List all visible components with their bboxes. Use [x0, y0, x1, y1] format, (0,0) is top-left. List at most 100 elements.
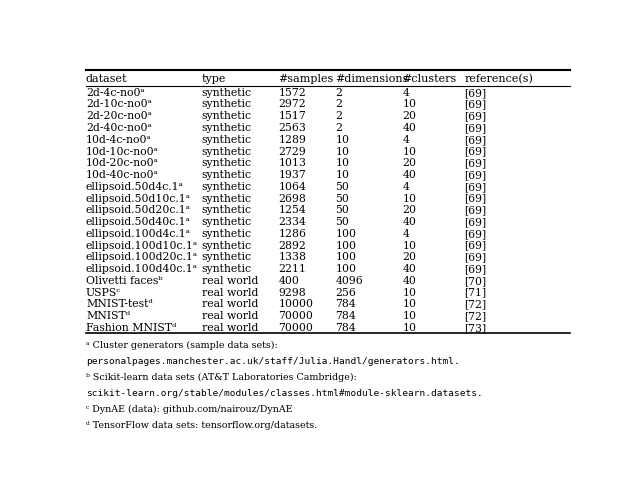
- Text: 2d-20c-no0ᵃ: 2d-20c-no0ᵃ: [86, 111, 152, 121]
- Text: 4: 4: [403, 228, 409, 239]
- Text: 10d-40c-no0ᵃ: 10d-40c-no0ᵃ: [86, 170, 159, 180]
- Text: ᵇ Scikit-learn data sets (AT&T Laboratories Cambridge):: ᵇ Scikit-learn data sets (AT&T Laborator…: [86, 372, 357, 381]
- Text: ellipsoid.100d10c.1ᵃ: ellipsoid.100d10c.1ᵃ: [86, 240, 198, 250]
- Text: [69]: [69]: [465, 252, 486, 262]
- Text: synthetic: synthetic: [202, 158, 252, 168]
- Text: synthetic: synthetic: [202, 123, 252, 133]
- Text: ellipsoid.100d4c.1ᵃ: ellipsoid.100d4c.1ᵃ: [86, 228, 191, 239]
- Text: [69]: [69]: [465, 181, 486, 192]
- Text: 784: 784: [335, 299, 356, 309]
- Text: [69]: [69]: [465, 240, 486, 250]
- Text: 10d-10c-no0ᵃ: 10d-10c-no0ᵃ: [86, 146, 159, 156]
- Text: [69]: [69]: [465, 216, 486, 227]
- Text: real world: real world: [202, 311, 258, 321]
- Text: 1289: 1289: [278, 134, 307, 144]
- Text: 50: 50: [335, 205, 349, 215]
- Text: synthetic: synthetic: [202, 216, 252, 227]
- Text: [71]: [71]: [465, 287, 486, 297]
- Text: 100: 100: [335, 252, 356, 262]
- Text: 40: 40: [403, 276, 416, 285]
- Text: 20: 20: [403, 111, 417, 121]
- Text: [70]: [70]: [465, 276, 486, 285]
- Text: 10: 10: [335, 158, 349, 168]
- Text: 10: 10: [403, 146, 417, 156]
- Text: ellipsoid.50d10c.1ᵃ: ellipsoid.50d10c.1ᵃ: [86, 193, 191, 203]
- Text: #clusters: #clusters: [403, 74, 457, 84]
- Text: [69]: [69]: [465, 123, 486, 133]
- Text: 2d-40c-no0ᵃ: 2d-40c-no0ᵃ: [86, 123, 152, 133]
- Text: ellipsoid.50d20c.1ᵃ: ellipsoid.50d20c.1ᵃ: [86, 205, 191, 215]
- Text: 100: 100: [335, 228, 356, 239]
- Text: 2: 2: [335, 87, 342, 97]
- Text: ellipsoid.50d40c.1ᵃ: ellipsoid.50d40c.1ᵃ: [86, 216, 191, 227]
- Text: 256: 256: [335, 287, 356, 297]
- Text: synthetic: synthetic: [202, 252, 252, 262]
- Text: 2211: 2211: [278, 264, 307, 274]
- Text: 70000: 70000: [278, 323, 313, 332]
- Text: USPSᶜ: USPSᶜ: [86, 287, 121, 297]
- Text: 20: 20: [403, 252, 417, 262]
- Text: 10: 10: [335, 146, 349, 156]
- Text: 40: 40: [403, 264, 416, 274]
- Text: 4096: 4096: [335, 276, 363, 285]
- Text: reference(s): reference(s): [465, 74, 533, 84]
- Text: 40: 40: [403, 216, 416, 227]
- Text: [73]: [73]: [465, 323, 486, 332]
- Text: 10: 10: [403, 323, 417, 332]
- Text: scikit-learn.org/stable/modules/classes.html#module-sklearn.datasets.: scikit-learn.org/stable/modules/classes.…: [86, 388, 483, 397]
- Text: 2334: 2334: [278, 216, 307, 227]
- Text: [69]: [69]: [465, 170, 486, 180]
- Text: [69]: [69]: [465, 99, 486, 109]
- Text: 1338: 1338: [278, 252, 307, 262]
- Text: ᵃ Cluster generators (sample data sets):: ᵃ Cluster generators (sample data sets):: [86, 340, 278, 349]
- Text: [69]: [69]: [465, 87, 486, 97]
- Text: 50: 50: [335, 216, 349, 227]
- Text: 2972: 2972: [278, 99, 306, 109]
- Text: 1254: 1254: [278, 205, 306, 215]
- Text: 2d-10c-no0ᵃ: 2d-10c-no0ᵃ: [86, 99, 152, 109]
- Text: [69]: [69]: [465, 158, 486, 168]
- Text: 1572: 1572: [278, 87, 306, 97]
- Text: ᵈ TensorFlow data sets: tensorflow.org/datasets.: ᵈ TensorFlow data sets: tensorflow.org/d…: [86, 420, 317, 429]
- Text: 2: 2: [335, 111, 342, 121]
- Text: 10: 10: [403, 99, 417, 109]
- Text: 10: 10: [335, 134, 349, 144]
- Text: 784: 784: [335, 323, 356, 332]
- Text: 1013: 1013: [278, 158, 307, 168]
- Text: [69]: [69]: [465, 228, 486, 239]
- Text: ellipsoid.100d40c.1ᵃ: ellipsoid.100d40c.1ᵃ: [86, 264, 198, 274]
- Text: 40: 40: [403, 170, 416, 180]
- Text: synthetic: synthetic: [202, 228, 252, 239]
- Text: 10: 10: [335, 170, 349, 180]
- Text: #samples: #samples: [278, 74, 333, 84]
- Text: Fashion MNISTᵈ: Fashion MNISTᵈ: [86, 323, 177, 332]
- Text: synthetic: synthetic: [202, 87, 252, 97]
- Text: 100: 100: [335, 264, 356, 274]
- Text: ellipsoid.50d4c.1ᵃ: ellipsoid.50d4c.1ᵃ: [86, 181, 184, 192]
- Text: 2: 2: [335, 123, 342, 133]
- Text: 50: 50: [335, 181, 349, 192]
- Text: [72]: [72]: [465, 311, 486, 321]
- Text: [69]: [69]: [465, 134, 486, 144]
- Text: [69]: [69]: [465, 205, 486, 215]
- Text: 100: 100: [335, 240, 356, 250]
- Text: synthetic: synthetic: [202, 205, 252, 215]
- Text: synthetic: synthetic: [202, 146, 252, 156]
- Text: 4: 4: [403, 87, 409, 97]
- Text: real world: real world: [202, 276, 258, 285]
- Text: 2d-4c-no0ᵃ: 2d-4c-no0ᵃ: [86, 87, 145, 97]
- Text: synthetic: synthetic: [202, 99, 252, 109]
- Text: 4: 4: [403, 134, 409, 144]
- Text: ellipsoid.100d20c.1ᵃ: ellipsoid.100d20c.1ᵃ: [86, 252, 198, 262]
- Text: 50: 50: [335, 193, 349, 203]
- Text: 784: 784: [335, 311, 356, 321]
- Text: 9298: 9298: [278, 287, 306, 297]
- Text: 10000: 10000: [278, 299, 314, 309]
- Text: real world: real world: [202, 287, 258, 297]
- Text: 10d-20c-no0ᵃ: 10d-20c-no0ᵃ: [86, 158, 159, 168]
- Text: personalpages.manchester.ac.uk/staff/Julia.Handl/generators.html.: personalpages.manchester.ac.uk/staff/Jul…: [86, 356, 460, 365]
- Text: 2563: 2563: [278, 123, 307, 133]
- Text: type: type: [202, 74, 226, 84]
- Text: [72]: [72]: [465, 299, 486, 309]
- Text: Olivetti facesᵇ: Olivetti facesᵇ: [86, 276, 163, 285]
